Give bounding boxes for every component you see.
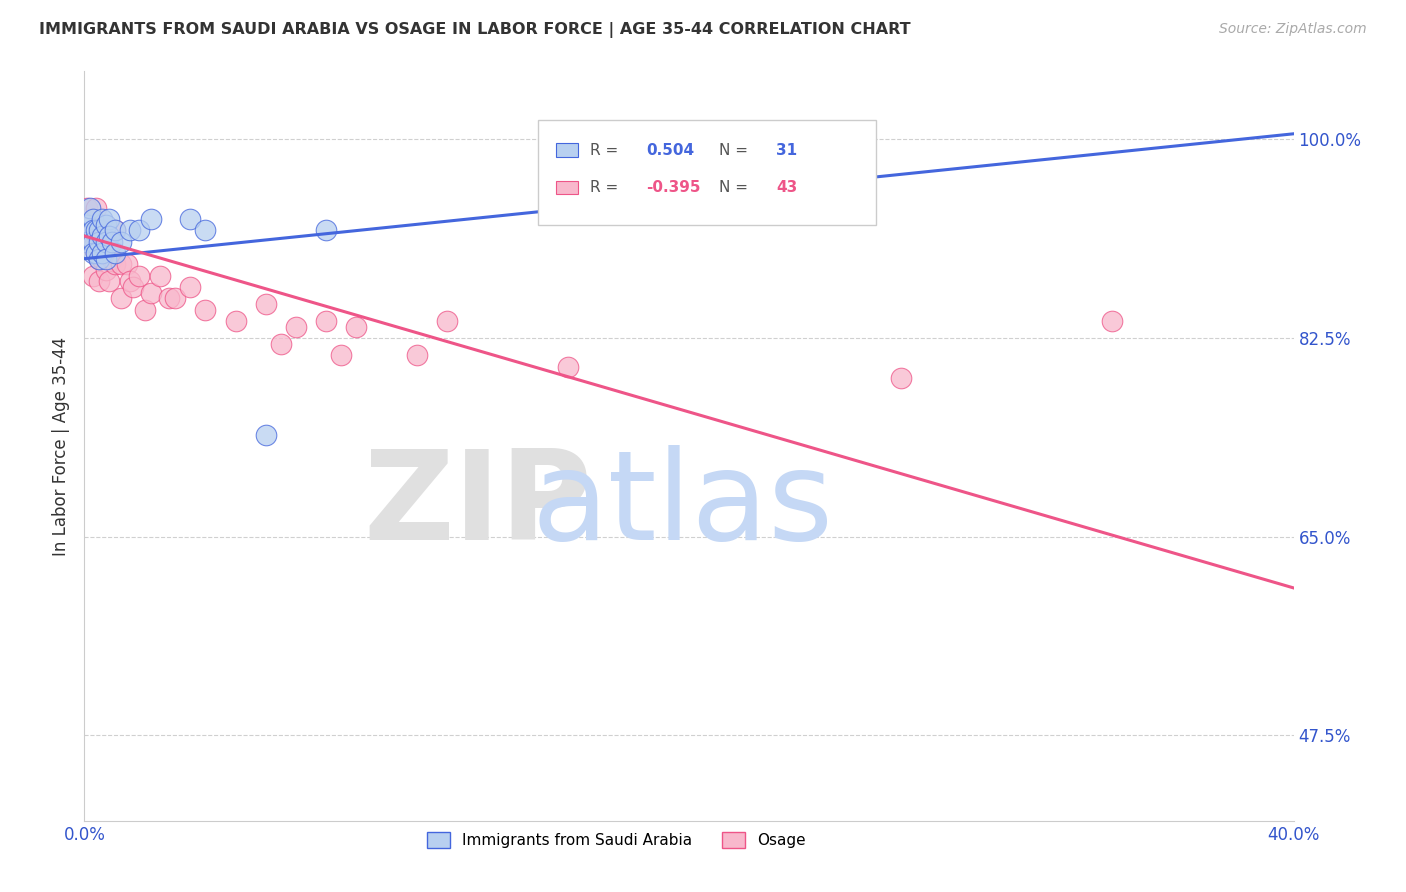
Text: 31: 31	[776, 143, 797, 158]
FancyBboxPatch shape	[538, 120, 876, 225]
Point	[89, 229, 111, 244]
Point	[254, 297, 277, 311]
Point	[890, 371, 912, 385]
Point	[86, 246, 108, 260]
FancyBboxPatch shape	[555, 181, 578, 194]
Text: Source: ZipAtlas.com: Source: ZipAtlas.com	[1219, 22, 1367, 37]
Point	[149, 268, 172, 283]
Point	[194, 302, 217, 317]
Point	[315, 223, 337, 237]
Point	[134, 302, 156, 317]
Point	[94, 235, 117, 249]
Point	[76, 235, 98, 249]
Point	[225, 314, 247, 328]
Point	[94, 235, 117, 249]
Point	[270, 336, 292, 351]
Text: N =: N =	[720, 143, 754, 158]
Point	[121, 280, 143, 294]
Point	[86, 246, 108, 260]
Point	[82, 223, 104, 237]
Point	[82, 235, 104, 249]
Point	[94, 252, 117, 266]
Text: -0.395: -0.395	[647, 180, 702, 195]
Point	[82, 268, 104, 283]
Text: 0.504: 0.504	[647, 143, 695, 158]
Point	[104, 257, 127, 271]
Point	[104, 223, 127, 237]
Point	[91, 223, 114, 237]
Point	[110, 257, 132, 271]
Point	[179, 211, 201, 226]
Point	[94, 263, 117, 277]
Point	[557, 359, 579, 374]
Text: R =: R =	[589, 143, 623, 158]
Point	[110, 292, 132, 306]
Point	[76, 201, 98, 215]
Text: IMMIGRANTS FROM SAUDI ARABIA VS OSAGE IN LABOR FORCE | AGE 35-44 CORRELATION CHA: IMMIGRANTS FROM SAUDI ARABIA VS OSAGE IN…	[39, 22, 911, 38]
Text: atlas: atlas	[531, 445, 834, 566]
Text: R =: R =	[589, 180, 623, 195]
Point	[86, 201, 108, 215]
Point	[128, 223, 150, 237]
Point	[89, 223, 111, 237]
Point	[436, 314, 458, 328]
Point	[76, 218, 98, 232]
Point	[82, 211, 104, 226]
Point	[139, 285, 162, 300]
Point	[86, 223, 108, 237]
Point	[89, 274, 111, 288]
Legend: Immigrants from Saudi Arabia, Osage: Immigrants from Saudi Arabia, Osage	[420, 826, 813, 855]
Point	[330, 348, 353, 362]
Point	[285, 319, 308, 334]
Point	[254, 427, 277, 442]
Point	[91, 229, 114, 244]
Point	[91, 252, 114, 266]
Point	[406, 348, 429, 362]
Point	[194, 223, 217, 237]
Point	[91, 211, 114, 226]
Point	[97, 246, 120, 260]
Point	[118, 274, 141, 288]
Point	[100, 235, 122, 249]
Text: N =: N =	[720, 180, 754, 195]
Point	[89, 252, 111, 266]
Point	[89, 252, 111, 266]
Point	[157, 292, 180, 306]
Point	[104, 223, 127, 237]
Point	[89, 235, 111, 249]
Point	[104, 246, 127, 260]
Point	[91, 246, 114, 260]
Point	[100, 252, 122, 266]
Y-axis label: In Labor Force | Age 35-44: In Labor Force | Age 35-44	[52, 336, 70, 556]
Point	[110, 235, 132, 249]
Point	[82, 246, 104, 260]
Text: ZIP: ZIP	[364, 445, 592, 566]
Point	[82, 240, 104, 254]
Point	[179, 280, 201, 294]
Point	[118, 223, 141, 237]
Text: 43: 43	[776, 180, 797, 195]
Point	[139, 211, 162, 226]
Point	[115, 257, 138, 271]
FancyBboxPatch shape	[555, 144, 578, 157]
Point	[346, 319, 368, 334]
Point	[97, 211, 120, 226]
Point	[1101, 314, 1123, 328]
Point	[97, 229, 120, 244]
Point	[79, 229, 101, 244]
Point	[128, 268, 150, 283]
Point	[97, 274, 120, 288]
Point	[165, 292, 187, 306]
Point	[315, 314, 337, 328]
Point	[79, 201, 101, 215]
Point	[94, 218, 117, 232]
